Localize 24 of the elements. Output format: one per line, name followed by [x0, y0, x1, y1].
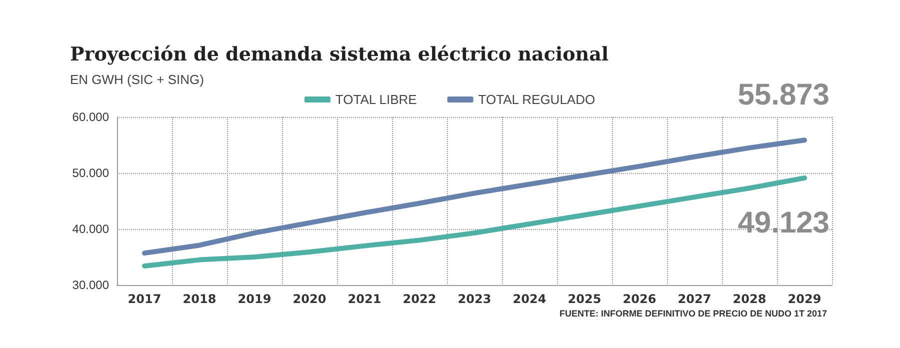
annotation: 55.873 [738, 78, 830, 112]
x-tick-label: 2019 [238, 292, 272, 306]
x-tick-label: 2024 [512, 292, 546, 306]
legend-label: TOTAL LIBRE [335, 92, 418, 107]
y-tick-label: 60.000 [72, 110, 110, 124]
x-tick-label: 2026 [622, 292, 656, 306]
x-tick-label: 2020 [292, 292, 326, 306]
legend-label: TOTAL REGULADO [478, 92, 596, 107]
annotation: 49.123 [738, 206, 830, 240]
chart-title: Proyección de demanda sistema eléctrico nacional [70, 44, 609, 66]
x-tick-label: 2027 [678, 292, 712, 306]
y-tick-label: 40.000 [72, 222, 110, 236]
x-tick-label: 2023 [458, 292, 492, 306]
x-tick-label: 2029 [788, 292, 822, 306]
source-note: FUENTE: INFORME DEFINITIVO DE PRECIO DE NUDO 1T 2017 [559, 308, 828, 318]
x-tick-label: 2017 [128, 292, 162, 306]
y-tick-label: 30.000 [72, 278, 110, 292]
x-tick-label: 2025 [568, 292, 602, 306]
x-tick-label: 2018 [182, 292, 216, 306]
x-tick-label: 2028 [732, 292, 766, 306]
chart-subtitle: EN GWH (SIC + SING) [70, 72, 204, 87]
x-tick-label: 2022 [402, 292, 436, 306]
y-tick-label: 50.000 [72, 166, 110, 180]
x-tick-label: 2021 [348, 292, 382, 306]
